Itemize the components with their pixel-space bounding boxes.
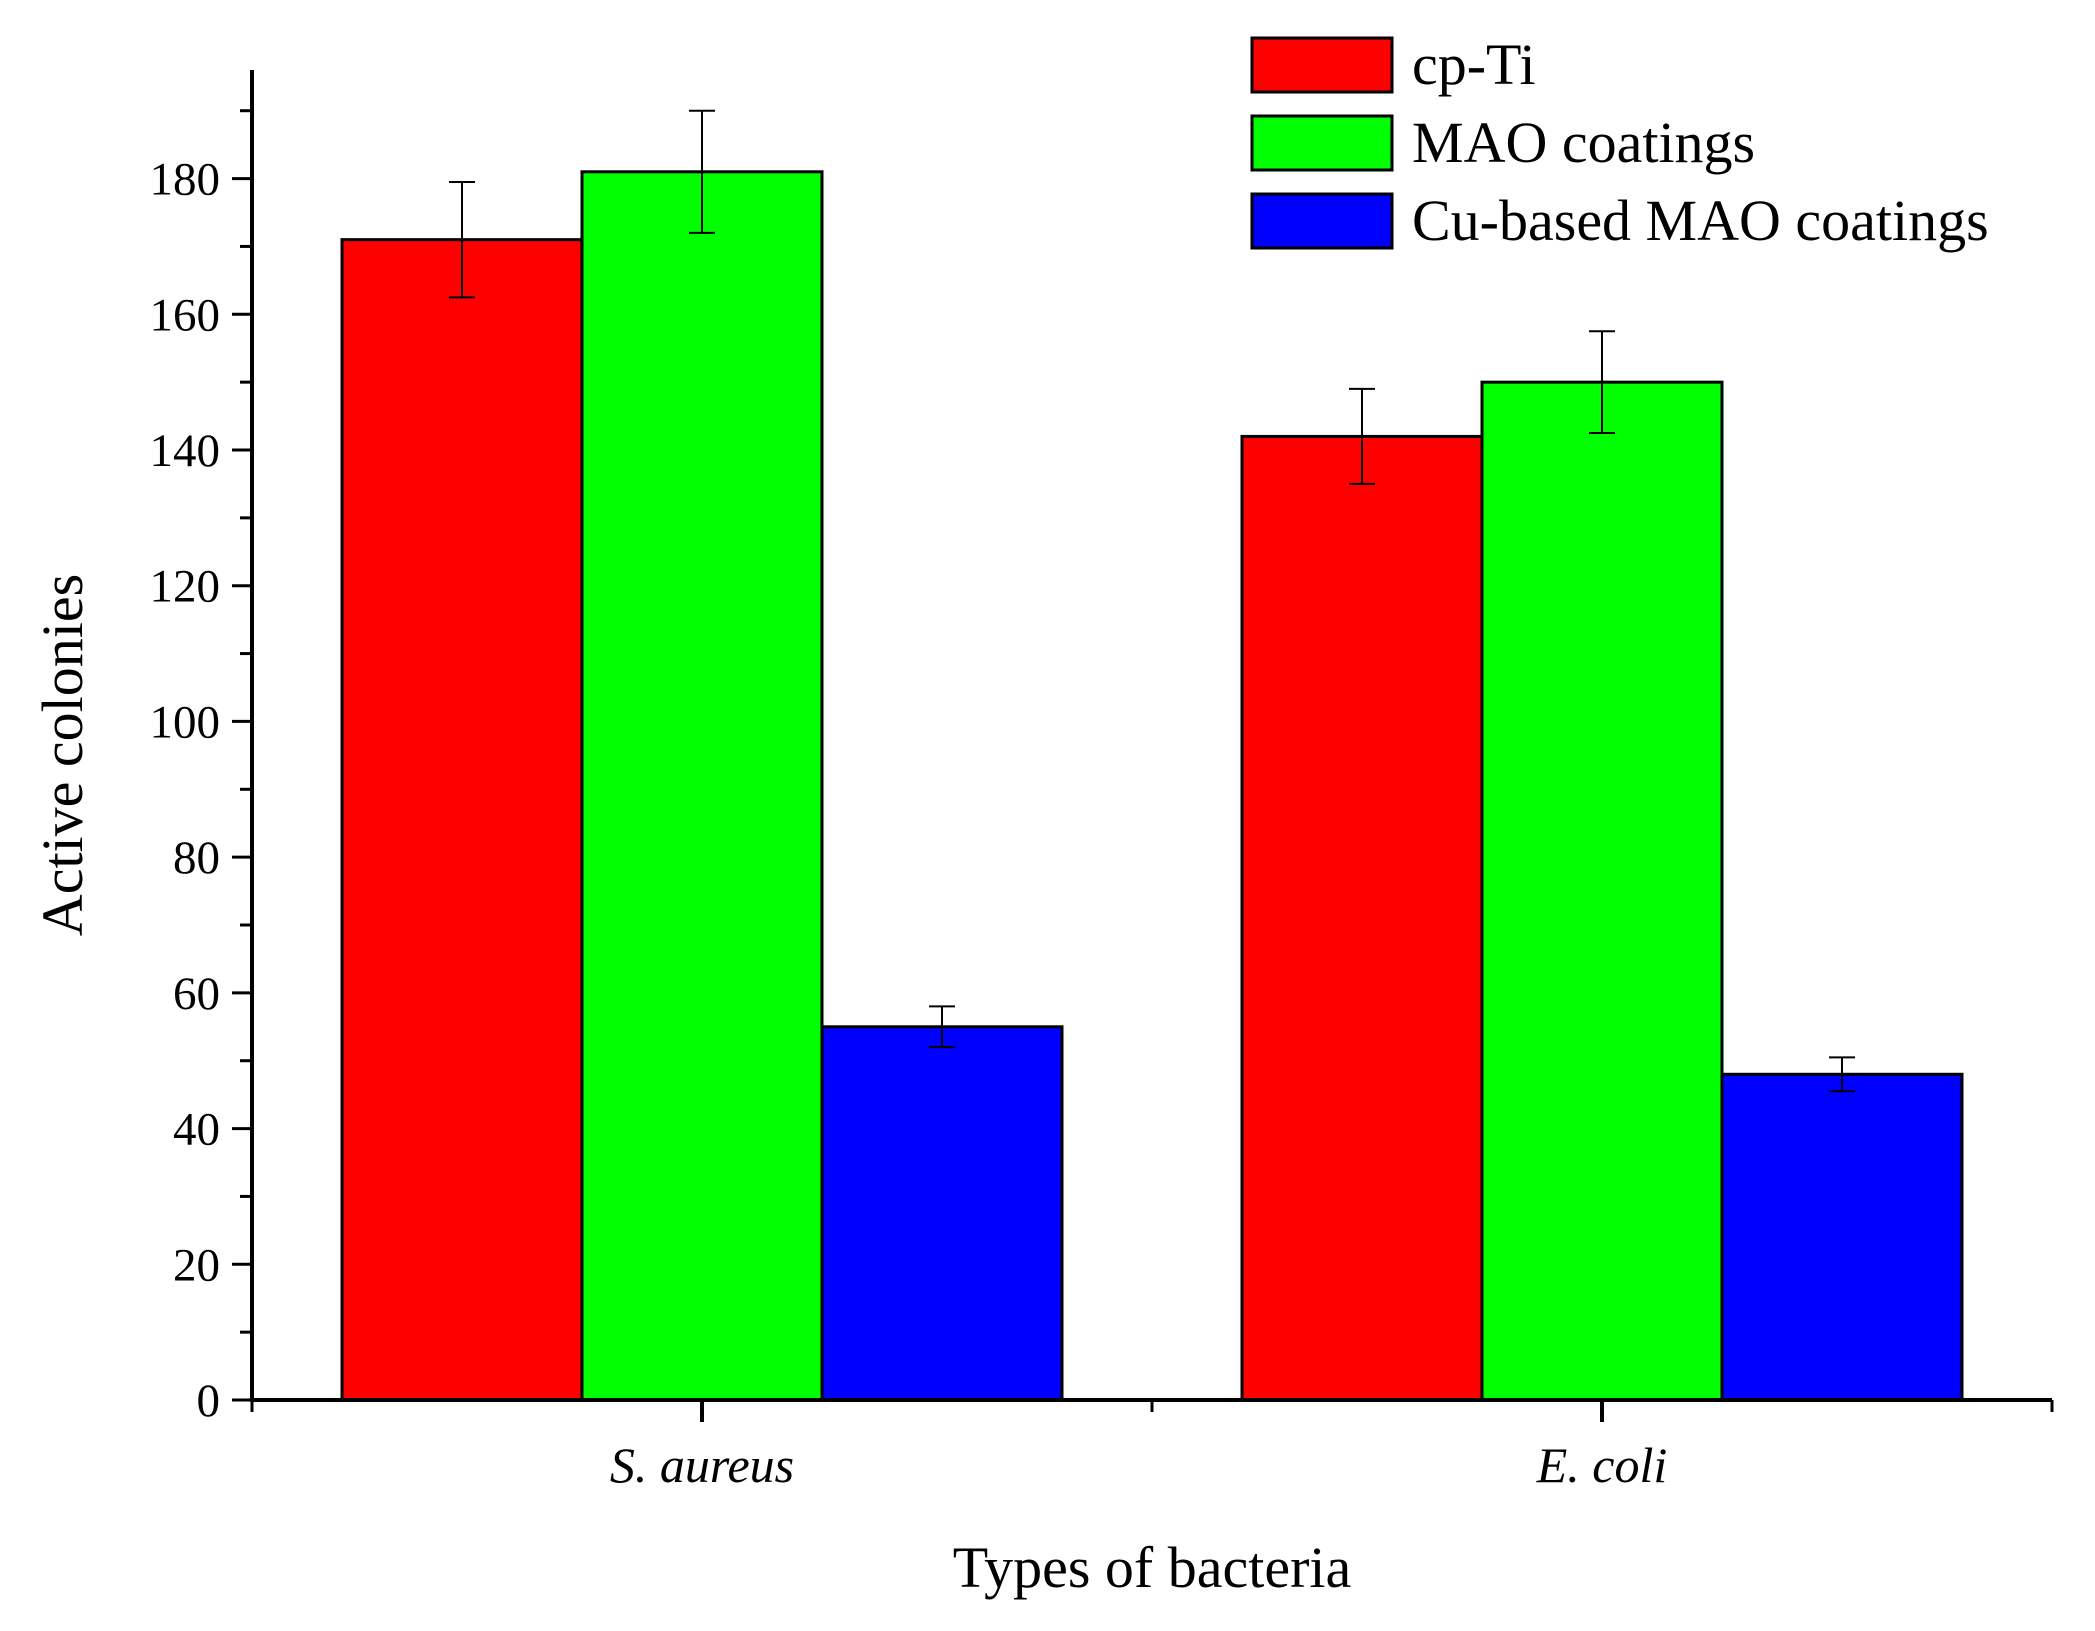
x-tick-label: S. aureus xyxy=(610,1437,794,1493)
y-tick-label: 20 xyxy=(173,1239,220,1291)
axes-layer xyxy=(232,70,2054,1422)
legend-swatch xyxy=(1250,36,1394,94)
bar xyxy=(1720,1072,1964,1402)
x-tick-label: E. coli xyxy=(1536,1437,1668,1493)
y-tick-label: 40 xyxy=(173,1104,220,1156)
y-tick-label: 180 xyxy=(150,154,221,206)
y-axis-title: Active colonies xyxy=(30,574,95,936)
labels-layer: Types of bacteria Active colonies S. aur… xyxy=(30,154,1667,1600)
legend: cp-Ti MAO coatings Cu-based MAO coatings xyxy=(1250,32,1989,253)
bar xyxy=(580,170,824,1402)
bars-layer xyxy=(340,170,1964,1402)
bar xyxy=(820,1025,1064,1402)
legend-label: Cu-based MAO coatings xyxy=(1412,188,1989,253)
y-tick-label: 100 xyxy=(150,696,221,748)
legend-swatch xyxy=(1250,192,1394,250)
y-tick-label: 140 xyxy=(150,425,221,477)
y-tick-label: 120 xyxy=(150,561,221,613)
bar xyxy=(340,238,584,1402)
legend-label: cp-Ti xyxy=(1412,32,1536,97)
bar xyxy=(1480,380,1724,1402)
legend-swatch xyxy=(1250,114,1394,172)
legend-label: MAO coatings xyxy=(1412,110,1755,175)
bar xyxy=(1240,434,1484,1402)
y-tick-label: 0 xyxy=(197,1375,221,1427)
error-bars-layer xyxy=(449,109,1855,1093)
y-tick-label: 160 xyxy=(150,289,221,341)
y-tick-label: 80 xyxy=(173,832,220,884)
y-tick-label: 60 xyxy=(173,968,220,1020)
x-axis-title: Types of bacteria xyxy=(953,1535,1352,1600)
